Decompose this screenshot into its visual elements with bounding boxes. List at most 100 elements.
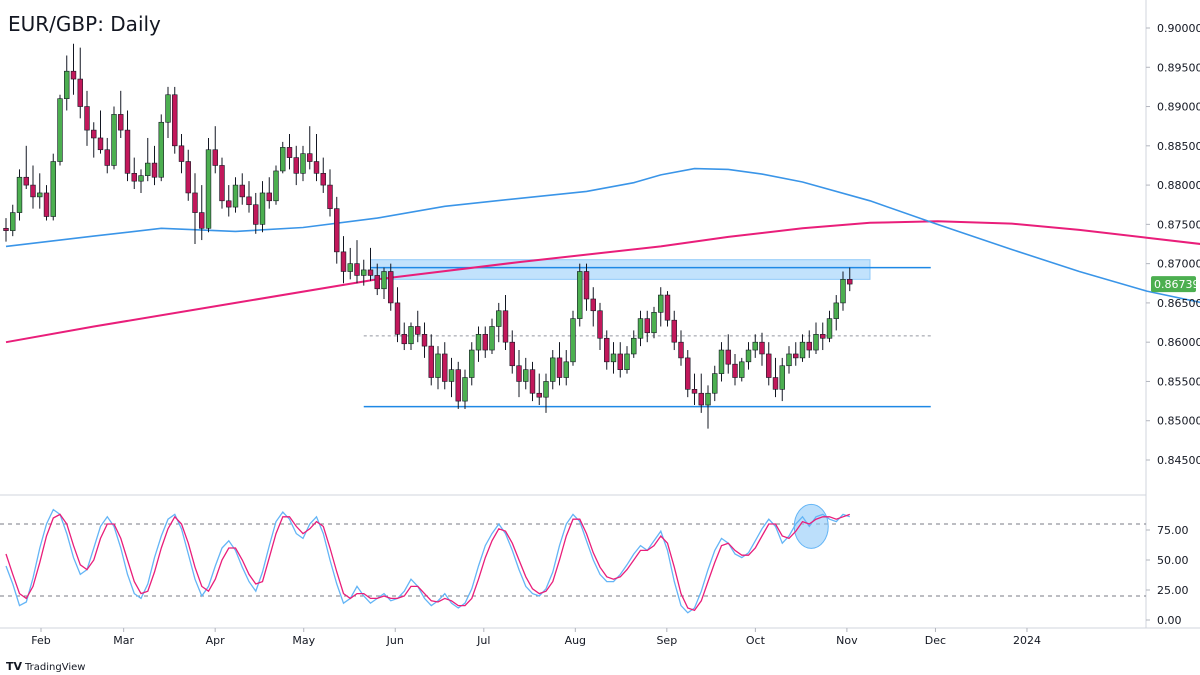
candle[interactable] bbox=[246, 181, 252, 213]
candle[interactable] bbox=[253, 192, 259, 234]
candle[interactable] bbox=[786, 346, 792, 374]
candle[interactable] bbox=[556, 342, 563, 386]
candle[interactable] bbox=[469, 342, 475, 386]
candle[interactable] bbox=[685, 350, 691, 398]
candle[interactable] bbox=[138, 169, 144, 193]
candle[interactable] bbox=[604, 330, 610, 370]
stoch-k-line[interactable] bbox=[5, 508, 851, 614]
candle[interactable] bbox=[50, 153, 56, 221]
candle[interactable] bbox=[178, 134, 185, 174]
ma-slow-line[interactable] bbox=[5, 220, 1200, 344]
candle[interactable] bbox=[658, 287, 664, 327]
candle[interactable] bbox=[637, 310, 644, 347]
candle[interactable] bbox=[30, 165, 36, 209]
candle[interactable] bbox=[799, 334, 806, 362]
candle[interactable] bbox=[610, 342, 617, 374]
candle[interactable] bbox=[806, 330, 812, 358]
candle[interactable] bbox=[293, 145, 299, 186]
candle[interactable] bbox=[16, 169, 23, 221]
candle[interactable] bbox=[597, 302, 603, 351]
candle[interactable] bbox=[739, 357, 745, 382]
candle[interactable] bbox=[97, 110, 104, 154]
candle[interactable] bbox=[462, 369, 468, 409]
candle[interactable] bbox=[232, 177, 239, 213]
candle[interactable] bbox=[516, 350, 522, 398]
candle[interactable] bbox=[320, 157, 326, 193]
candle[interactable] bbox=[766, 342, 772, 386]
candle[interactable] bbox=[712, 365, 718, 402]
candle[interactable] bbox=[401, 322, 407, 351]
candle[interactable] bbox=[354, 240, 360, 284]
candle[interactable] bbox=[691, 373, 698, 406]
candle[interactable] bbox=[671, 310, 677, 351]
candle[interactable] bbox=[239, 173, 245, 205]
candle[interactable] bbox=[833, 295, 839, 331]
candle[interactable] bbox=[624, 346, 630, 374]
candle[interactable] bbox=[793, 342, 799, 366]
candle[interactable] bbox=[165, 86, 171, 138]
candle[interactable] bbox=[266, 177, 272, 209]
candle[interactable] bbox=[840, 271, 846, 311]
candle[interactable] bbox=[91, 122, 97, 158]
candle[interactable] bbox=[435, 346, 441, 390]
candle[interactable] bbox=[185, 149, 191, 201]
candle[interactable] bbox=[772, 357, 779, 398]
candle[interactable] bbox=[820, 322, 826, 351]
candle[interactable] bbox=[631, 330, 637, 358]
candle[interactable] bbox=[10, 204, 16, 237]
candle[interactable] bbox=[70, 43, 77, 95]
candle[interactable] bbox=[617, 342, 623, 378]
candle[interactable] bbox=[219, 157, 225, 209]
candle[interactable] bbox=[826, 310, 833, 343]
candle[interactable] bbox=[759, 332, 765, 366]
candle[interactable] bbox=[732, 353, 738, 386]
candle[interactable] bbox=[340, 236, 347, 284]
candle[interactable] bbox=[388, 263, 394, 311]
candle[interactable] bbox=[347, 247, 353, 280]
candle[interactable] bbox=[212, 126, 218, 174]
candle[interactable] bbox=[718, 342, 725, 382]
candle[interactable] bbox=[496, 302, 502, 343]
candle[interactable] bbox=[442, 342, 448, 390]
candle[interactable] bbox=[725, 334, 731, 374]
time-axis[interactable]: Feb Mar Apr May Jun Jul Aug Sep Oct Nov Dec 2024 bbox=[31, 628, 1041, 647]
candle[interactable] bbox=[313, 134, 320, 182]
candle[interactable] bbox=[475, 326, 482, 362]
candle[interactable] bbox=[259, 181, 266, 233]
candle[interactable] bbox=[374, 263, 380, 296]
candle[interactable] bbox=[280, 141, 286, 174]
candle[interactable] bbox=[172, 86, 178, 154]
candle[interactable] bbox=[705, 385, 711, 429]
candle[interactable] bbox=[644, 310, 650, 343]
candle[interactable] bbox=[408, 322, 414, 351]
candle[interactable] bbox=[118, 90, 124, 138]
candle[interactable] bbox=[158, 114, 164, 182]
candle[interactable] bbox=[502, 295, 509, 351]
candle[interactable] bbox=[37, 173, 43, 209]
candle[interactable] bbox=[536, 373, 542, 406]
candle[interactable] bbox=[698, 373, 704, 413]
candle[interactable] bbox=[43, 185, 50, 221]
candle[interactable] bbox=[813, 322, 819, 354]
candle[interactable] bbox=[421, 322, 428, 358]
candle[interactable] bbox=[77, 47, 83, 119]
candle[interactable] bbox=[394, 287, 401, 343]
candle[interactable] bbox=[509, 330, 515, 374]
candle[interactable] bbox=[428, 334, 434, 386]
candle[interactable] bbox=[111, 106, 117, 170]
candle[interactable] bbox=[752, 334, 758, 358]
candle[interactable] bbox=[131, 157, 137, 190]
candle[interactable] bbox=[779, 357, 785, 402]
candle[interactable] bbox=[381, 267, 387, 299]
candle[interactable] bbox=[590, 287, 596, 327]
candle[interactable] bbox=[300, 145, 306, 182]
candle[interactable] bbox=[57, 94, 63, 166]
candle[interactable] bbox=[226, 185, 232, 217]
candle[interactable] bbox=[327, 169, 333, 217]
candle[interactable] bbox=[448, 357, 455, 398]
candle[interactable] bbox=[84, 90, 90, 146]
stoch-d-line[interactable] bbox=[5, 513, 851, 612]
candle[interactable] bbox=[286, 134, 293, 170]
candle[interactable] bbox=[151, 145, 158, 186]
candle[interactable] bbox=[847, 267, 853, 292]
